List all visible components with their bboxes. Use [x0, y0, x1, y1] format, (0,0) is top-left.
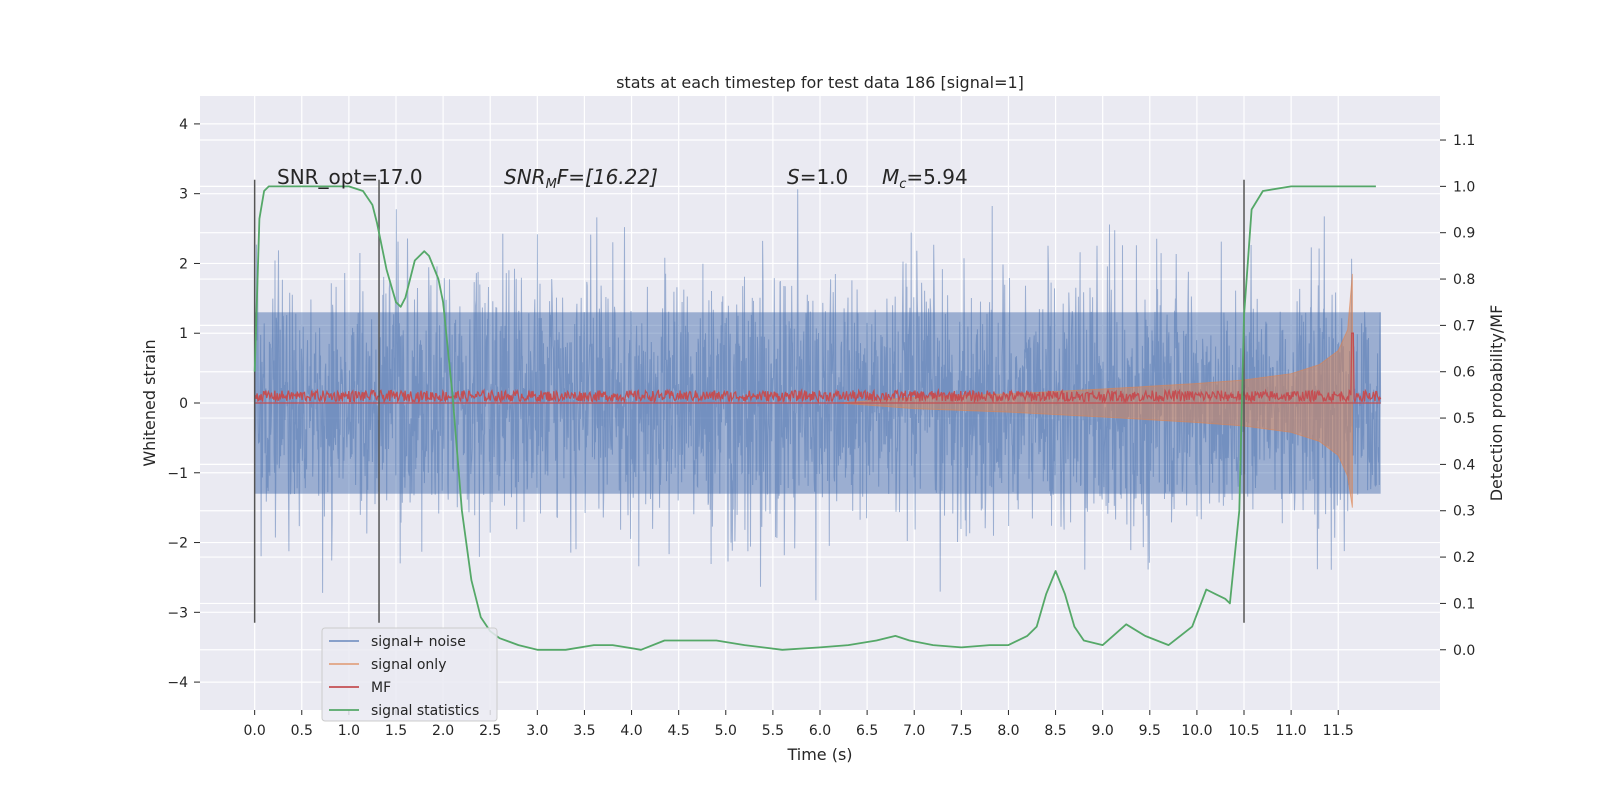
annotation-snr-opt: SNR_opt=17.0: [277, 165, 423, 189]
legend-label-signal-statistics: signal statistics: [371, 703, 479, 719]
annotation-mc-symbol: M: [882, 165, 899, 189]
y2-tick-label-1: 1.0: [1453, 179, 1475, 195]
series-signal-statistics: [253, 185, 1376, 651]
x-tick-label-20: 10.0: [1181, 723, 1212, 739]
legend-frame: [321, 627, 498, 722]
x-tick-label-4: 2.0: [432, 723, 454, 739]
annotations: SNR_opt=17.0 SNRMF=[16.22] S=1.0 Mc=5.94: [277, 165, 968, 192]
x-tick-label-8: 4.0: [620, 723, 642, 739]
y2-tick-label-7: 0.4: [1453, 457, 1475, 473]
y-axis-label: Whitened strain: [140, 339, 159, 466]
y-tick-label-1: 3: [179, 187, 188, 203]
annotation-mc: Mc=5.94: [882, 165, 968, 192]
annotation-s-symbol: S: [787, 165, 800, 189]
x-tick-label-6: 3.0: [526, 723, 548, 739]
x-tick-label-1: 0.5: [291, 723, 313, 739]
mf-line: [254, 332, 1382, 404]
x-tick-label-18: 9.0: [1092, 723, 1114, 739]
x-axis-ticks: 0.0 0.5 1.0 1.5 2.0 2.5 3.0 3.5 4.0 4.5 5.0 5.5 6.0 6…: [244, 710, 1354, 739]
y2-tick-label-0: 1.1: [1453, 133, 1475, 149]
chart-title: stats at each timestep for test data 186…: [616, 73, 1024, 92]
x-tick-label-14: 7.0: [903, 723, 925, 739]
y2-axis-label: Detection probability/MF: [1487, 305, 1506, 502]
series-mf: [254, 332, 1382, 404]
y-tick-label-7: −3: [167, 605, 188, 621]
legend-label-signal-only: signal only: [371, 657, 446, 673]
annotation-mc-rest: =5.94: [906, 165, 967, 189]
x-tick-label-2: 1.0: [338, 723, 360, 739]
annotation-snr-mf-sub: M: [546, 177, 557, 192]
signal-statistics-line: [253, 185, 1376, 651]
y-tick-label-2: 2: [179, 256, 188, 272]
x-tick-label-22: 11.0: [1276, 723, 1307, 739]
x-tick-label-17: 8.5: [1044, 723, 1066, 739]
x-tick-label-9: 4.5: [668, 723, 690, 739]
y2-tick-label-8: 0.3: [1453, 504, 1475, 520]
x-tick-label-5: 2.5: [479, 723, 501, 739]
annotation-mc-sub: c: [899, 177, 906, 192]
x-tick-label-3: 1.5: [385, 723, 407, 739]
y2-tick-label-4: 0.7: [1453, 318, 1475, 334]
y2-tick-label-6: 0.5: [1453, 411, 1475, 427]
annotation-snr-mf-symbol: SNR: [504, 165, 546, 189]
y-tick-label-4: 0: [179, 396, 188, 412]
x-tick-label-19: 9.5: [1139, 723, 1161, 739]
x-tick-label-21: 10.5: [1228, 723, 1259, 739]
vertical-markers: [253, 179, 1245, 623]
x-tick-label-15: 7.5: [950, 723, 972, 739]
annotation-s: S=1.0: [787, 165, 848, 189]
signal-only-envelope: [838, 273, 1353, 508]
annotation-snr-mf-rest: F=[16.22]: [557, 165, 658, 189]
x-tick-label-16: 8.0: [997, 723, 1019, 739]
y2-tick-label-2: 0.9: [1453, 226, 1475, 242]
y-tick-label-6: −2: [167, 536, 188, 552]
y-tick-label-8: −4: [167, 675, 188, 691]
y2-tick-label-5: 0.6: [1453, 365, 1475, 381]
x-tick-label-11: 5.5: [762, 723, 784, 739]
y2-tick-label-9: 0.2: [1453, 550, 1475, 566]
legend-label-mf: MF: [371, 680, 391, 696]
y-tick-label-0: 4: [179, 117, 188, 133]
x-tick-label-23: 11.5: [1323, 723, 1354, 739]
y-axis-ticks: 4 3 2 1 0 −1 −2 −3 −4: [167, 117, 200, 691]
y2-axis-ticks: 1.1 1.0 0.9 0.8 0.7 0.6 0.5 0.4 0.3 0.2 0.1 0.0: [1440, 133, 1475, 659]
x-tick-label-13: 6.5: [856, 723, 878, 739]
series-signal-only: [838, 273, 1353, 508]
y-tick-label-3: 1: [179, 326, 188, 342]
annotation-s-rest: =1.0: [800, 165, 849, 189]
x-axis-label: Time (s): [786, 745, 852, 764]
x-tick-label-12: 6.0: [809, 723, 831, 739]
legend: signal+ noise signal only MF signal stat…: [321, 627, 498, 722]
y-tick-label-5: −1: [167, 466, 188, 482]
y2-tick-label-3: 0.8: [1453, 272, 1475, 288]
x-tick-label-0: 0.0: [244, 723, 266, 739]
annotation-snr-mf: SNRMF=[16.22]: [504, 165, 658, 192]
x-tick-label-10: 5.0: [715, 723, 737, 739]
legend-label-signal-noise: signal+ noise: [371, 634, 466, 650]
y2-tick-label-10: 0.1: [1453, 596, 1475, 612]
y2-tick-label-11: 0.0: [1453, 643, 1475, 659]
x-tick-label-7: 3.5: [573, 723, 595, 739]
